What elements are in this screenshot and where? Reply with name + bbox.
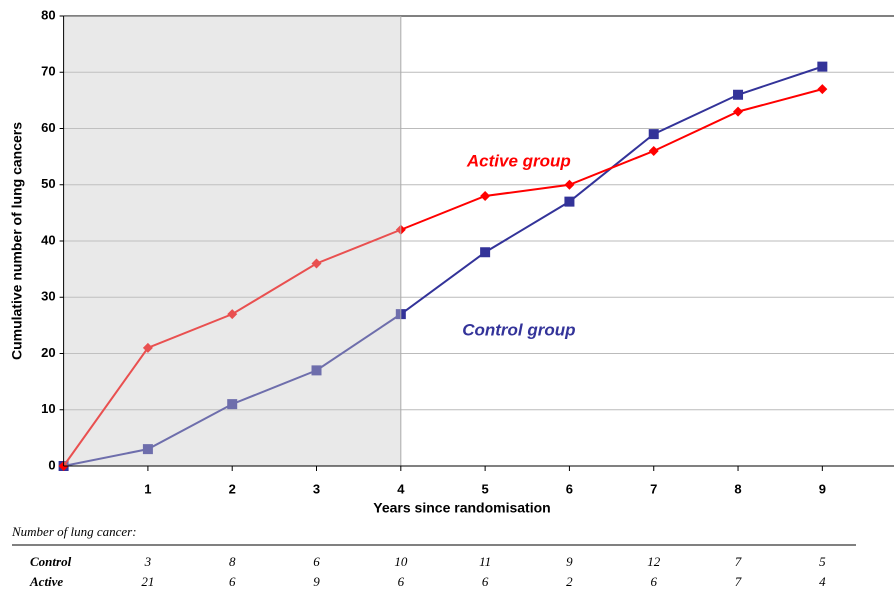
x-tick-label: 9 — [819, 481, 826, 496]
marker — [564, 196, 575, 207]
y-tick-label: 50 — [41, 176, 55, 191]
cell: 4 — [819, 574, 826, 589]
row-label: Control — [30, 554, 72, 569]
x-tick-label: 1 — [144, 481, 151, 496]
cell: 6 — [229, 574, 236, 589]
cell: 7 — [735, 574, 742, 589]
series-line — [62, 88, 823, 467]
y-axis-label: Cumulative number of lung cancers — [9, 122, 25, 360]
x-tick-label: 3 — [313, 481, 320, 496]
cell: 6 — [482, 574, 489, 589]
y-tick-label: 10 — [41, 401, 55, 416]
series-label: Active group — [466, 152, 571, 171]
cell: 9 — [566, 554, 573, 569]
marker — [142, 444, 153, 455]
marker — [311, 258, 322, 269]
marker — [648, 129, 659, 140]
cell: 7 — [735, 554, 742, 569]
cell: 6 — [650, 574, 657, 589]
cell: 3 — [144, 554, 152, 569]
marker — [227, 309, 238, 320]
x-tick-label: 6 — [566, 481, 573, 496]
marker — [311, 365, 322, 376]
series-line — [63, 65, 823, 467]
cell: 10 — [394, 554, 408, 569]
cell: 2 — [566, 574, 573, 589]
cell: 8 — [229, 554, 236, 569]
cell: 11 — [479, 554, 491, 569]
row-label: Active — [29, 574, 63, 589]
y-tick-label: 60 — [41, 120, 55, 135]
marker — [817, 61, 828, 72]
table-title: Number of lung cancer: — [11, 524, 137, 539]
y-tick-label: 0 — [48, 457, 55, 472]
marker — [648, 146, 659, 156]
x-tick-label: 8 — [734, 481, 741, 496]
y-tick-label: 20 — [41, 345, 55, 360]
marker — [564, 179, 575, 190]
cell: 12 — [647, 554, 661, 569]
x-tick-label: 4 — [397, 481, 405, 496]
series-label: Control group — [462, 320, 575, 339]
cell: 6 — [313, 554, 320, 569]
marker — [227, 399, 238, 410]
x-tick-label: 2 — [229, 481, 236, 496]
y-tick-label: 40 — [41, 232, 55, 247]
marker — [480, 191, 491, 201]
cell: 9 — [313, 574, 320, 589]
marker — [480, 247, 491, 258]
marker — [733, 106, 744, 117]
x-tick-label: 7 — [650, 481, 657, 496]
y-tick-label: 30 — [41, 289, 55, 304]
shaded-region — [63, 16, 401, 466]
cell: 21 — [141, 574, 154, 589]
cell: 6 — [398, 574, 405, 589]
marker — [142, 342, 153, 353]
marker — [733, 89, 744, 100]
x-tick-label: 5 — [482, 481, 489, 496]
y-tick-label: 70 — [41, 64, 55, 79]
x-axis-label: Years since randomisation — [373, 500, 550, 516]
y-tick-label: 80 — [41, 7, 55, 22]
cell: 5 — [819, 554, 826, 569]
marker — [817, 84, 828, 95]
